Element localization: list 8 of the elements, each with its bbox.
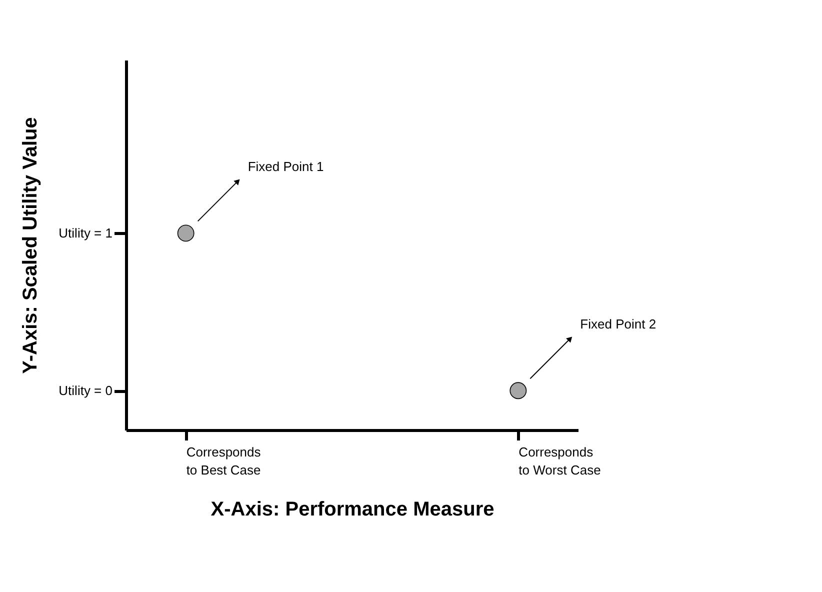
text: Fixed Point 2 (580, 316, 656, 332)
x-axis-title: X-Axis: Performance Measure (210, 498, 494, 520)
y-axis-title: Y-Axis: Scaled Utility Value (20, 117, 42, 374)
x-tick-label: Corresponds to Worst Case (518, 444, 601, 478)
y-tick-label: Utility = 1 (58, 226, 112, 241)
x-tick-label: Corresponds to Best Case (186, 444, 262, 478)
y-tick-label: Utility = 0 (58, 383, 112, 398)
annotation: Fixed Point 1 (248, 159, 324, 174)
